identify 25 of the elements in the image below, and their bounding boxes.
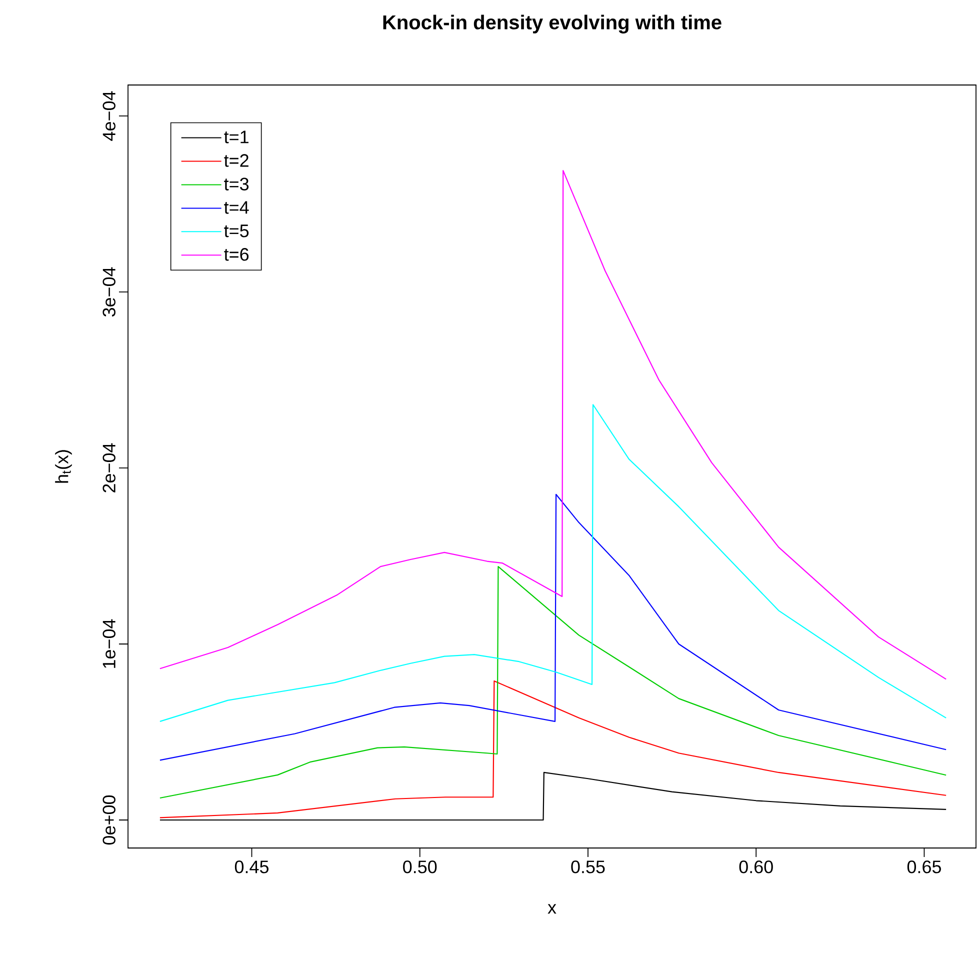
y-tick-label: 3e−04 xyxy=(102,267,116,317)
line-series xyxy=(159,772,947,821)
y-tick-label: 2e−04 xyxy=(102,443,116,492)
x-tick-label: 0.55 xyxy=(571,860,605,874)
y-tick-label: 0e+00 xyxy=(102,795,116,845)
y-axis-title: h$_{t}$(x) xyxy=(55,450,72,483)
legend-label: t=6 xyxy=(224,248,249,261)
legend-label: t=3 xyxy=(224,178,249,190)
line-series xyxy=(159,494,947,761)
chart-title: Knock-in density evolving with time xyxy=(383,14,722,34)
line-series xyxy=(159,566,947,799)
y-tick-label: 1e−04 xyxy=(102,619,116,668)
y-tick-label: 4e−04 xyxy=(102,91,116,141)
line-series xyxy=(159,404,947,722)
x-tick-label: 0.60 xyxy=(739,860,773,874)
x-tick-label: 0.50 xyxy=(403,860,437,874)
legend-label: t=2 xyxy=(224,154,248,167)
x-axis-title: x xyxy=(548,904,556,914)
legend-label: t=4 xyxy=(224,201,249,214)
line-series xyxy=(159,170,947,680)
x-tick-label: 0.45 xyxy=(234,860,268,874)
x-tick-label: 0.65 xyxy=(907,860,941,874)
legend-label: t=5 xyxy=(224,224,249,238)
legend-label: t=1 xyxy=(224,130,248,144)
line-series xyxy=(159,680,947,818)
